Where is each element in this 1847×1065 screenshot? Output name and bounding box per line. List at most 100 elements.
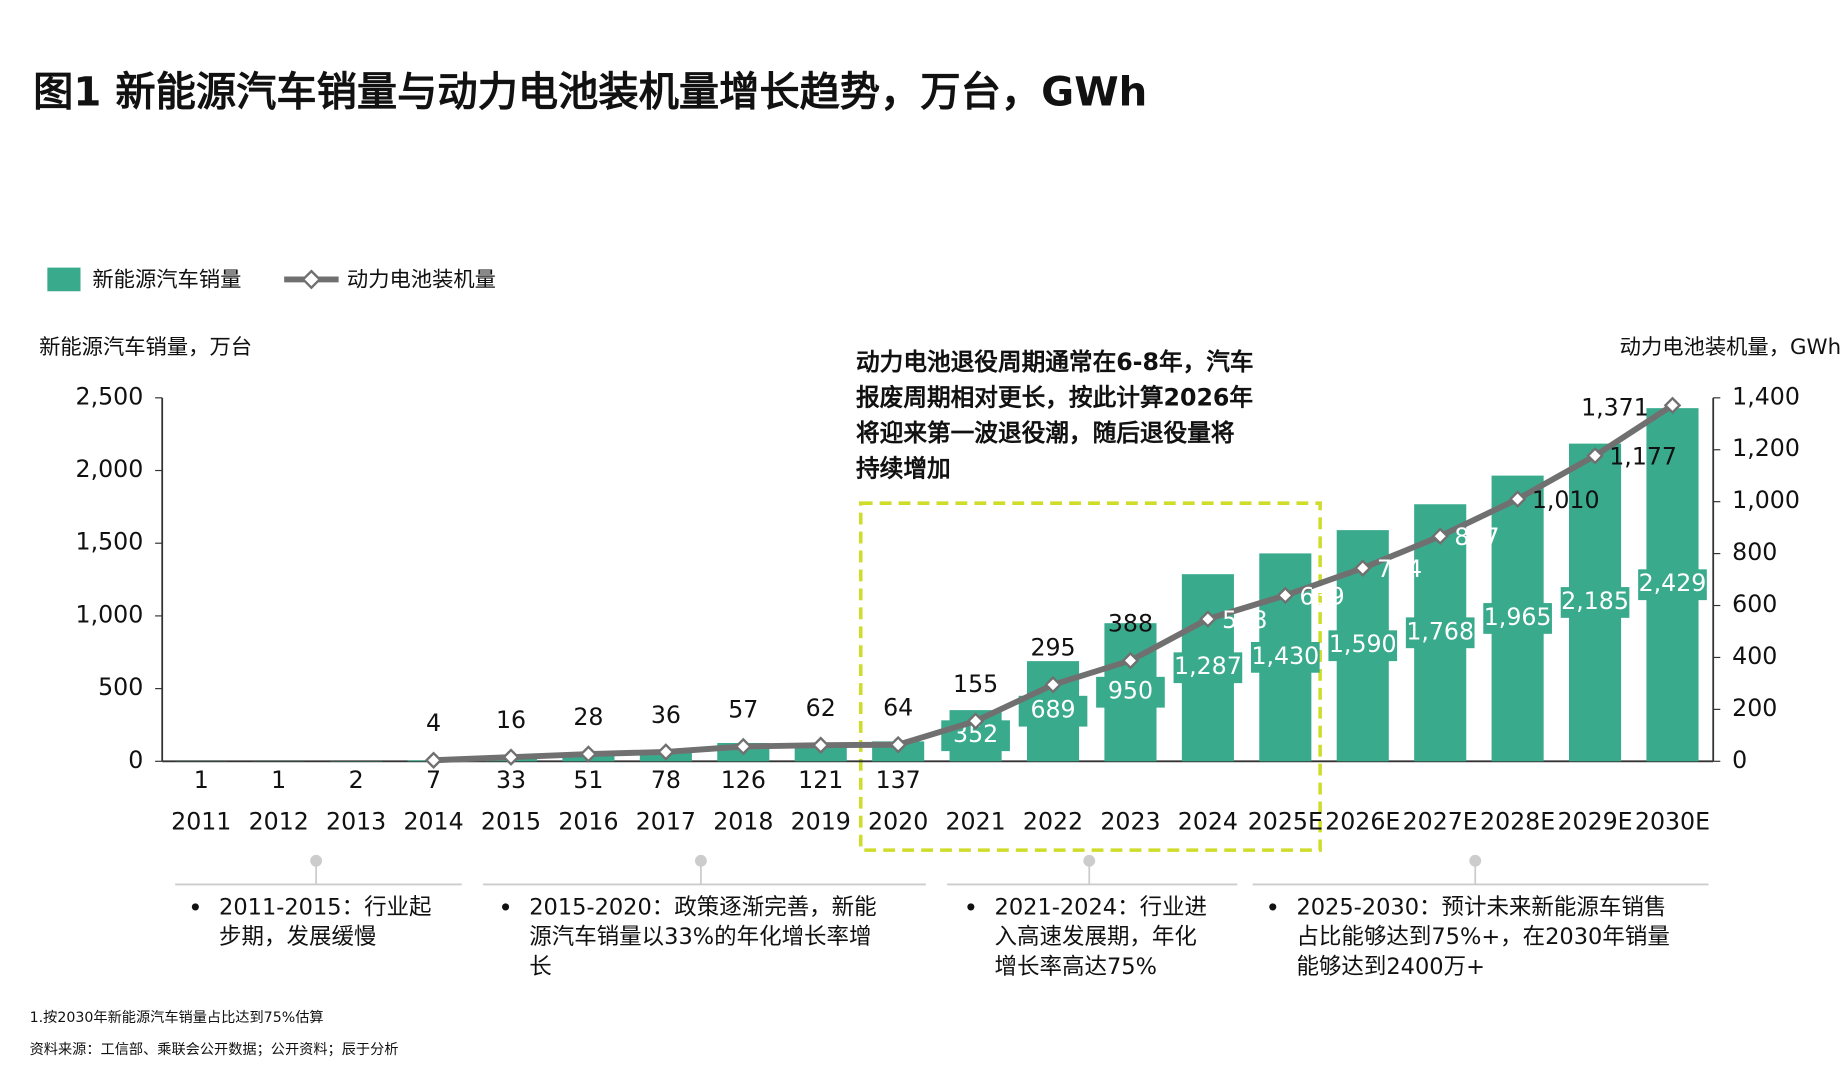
phase-text: 占比能够达到75%+，在2030年销量 <box>1296 924 1669 950</box>
y2-axis-title: 动力电池装机量，GWh <box>1620 335 1841 360</box>
timeline-dot <box>310 854 323 867</box>
y-tick-label: 1,000 <box>76 600 144 628</box>
phase-text: 2021-2024：行业进 <box>995 895 1208 921</box>
x-tick-label: 2023 <box>1100 807 1160 835</box>
line-marker <box>1508 490 1527 508</box>
bullet <box>502 903 510 911</box>
bullet <box>191 903 199 911</box>
line-marker <box>1044 675 1062 694</box>
bar-label: 950 <box>1108 677 1153 705</box>
x-tick-label: 2020 <box>868 807 928 835</box>
line-label: 36 <box>651 701 681 729</box>
line-marker <box>579 745 598 763</box>
bar-label-bg <box>1328 630 1398 662</box>
y2-tick-label: 1,200 <box>1732 434 1800 462</box>
legend-marker <box>301 269 322 290</box>
phase-text: 步期，发展缓慢 <box>219 924 376 950</box>
bar-label: 2,185 <box>1561 587 1629 615</box>
annotation: 报废周期相对更长，按此计算2026年 <box>856 384 1253 412</box>
bar-label: 1 <box>271 766 286 794</box>
legend-label: 动力电池装机量 <box>347 268 496 293</box>
phase-text: 2025-2030：预计未来新能源车销售 <box>1296 895 1666 921</box>
timeline-dot <box>694 854 707 867</box>
line-label: 1,371 <box>1581 393 1649 421</box>
line-marker <box>1276 586 1295 605</box>
y-tick-label: 2,000 <box>76 455 144 483</box>
x-tick-label: 2022 <box>1023 807 1083 835</box>
line-marker <box>966 712 985 730</box>
line-marker <box>1353 559 1372 577</box>
line-marker <box>811 736 830 754</box>
phase-text: 源汽车销量以33%的年化增长率增 <box>529 924 871 950</box>
line-label: 4 <box>426 709 441 737</box>
y2-tick-label: 200 <box>1732 694 1777 722</box>
x-tick-label: 2018 <box>713 807 773 835</box>
line-label: 57 <box>728 695 758 723</box>
bar-label: 126 <box>721 766 766 794</box>
phase-text: 能够达到2400万+ <box>1296 954 1484 980</box>
bar-label: 2 <box>349 766 364 794</box>
line-marker <box>1663 396 1682 415</box>
annotation: 持续增加 <box>856 455 951 483</box>
line-label: 295 <box>1030 634 1075 662</box>
timeline-dot <box>1469 854 1482 867</box>
x-tick-label: 2028E <box>1480 807 1555 835</box>
line-label: 64 <box>883 694 913 722</box>
bar-label-bg <box>1638 569 1707 601</box>
y-tick-label: 0 <box>128 746 143 774</box>
bar-label: 7 <box>426 766 441 794</box>
line-label: 744 <box>1377 555 1422 583</box>
bar-label: 33 <box>496 766 526 794</box>
line-label: 1,177 <box>1609 443 1677 471</box>
bar-label: 2,429 <box>1639 569 1707 597</box>
x-tick-label: 2011 <box>171 807 231 835</box>
x-tick-label: 2025E <box>1248 807 1323 835</box>
line-label: 639 <box>1300 582 1345 610</box>
bar-label: 1,430 <box>1251 642 1319 670</box>
y-tick-label: 500 <box>98 673 143 701</box>
line-marker <box>657 743 675 761</box>
bar-label: 78 <box>651 766 681 794</box>
legend-swatch <box>47 267 81 292</box>
x-tick-label: 2012 <box>249 807 309 835</box>
line-marker <box>1121 651 1140 670</box>
line-label: 155 <box>953 670 998 698</box>
line-label: 1,010 <box>1532 486 1600 514</box>
phase-text: 2015-2020：政策逐渐完善，新能 <box>529 895 876 921</box>
y2-tick-label: 0 <box>1732 746 1747 774</box>
bar-label: 1,590 <box>1329 630 1397 658</box>
bar-label-bg <box>1096 676 1165 708</box>
bar-label: 121 <box>798 766 843 794</box>
line-marker <box>1431 527 1449 545</box>
y2-tick-label: 600 <box>1732 590 1777 618</box>
bar-label-bg <box>1018 695 1088 727</box>
y2-tick-label: 1,400 <box>1732 382 1800 410</box>
bar-label-bg <box>1173 652 1243 684</box>
x-tick-label: 2026E <box>1325 807 1400 835</box>
highlight-box <box>858 501 1322 852</box>
y2-tick-label: 400 <box>1732 642 1777 670</box>
bar-label: 51 <box>573 766 603 794</box>
bar-label: 137 <box>876 766 921 794</box>
bar-label-bg <box>1560 587 1630 618</box>
bar-label: 1 <box>194 766 209 794</box>
bullet <box>967 903 975 911</box>
annotation: 动力电池退役周期通常在6-8年，汽车 <box>856 348 1254 376</box>
footnote: 1.按2030年新能源汽车销量占比达到75%估算 <box>30 1009 324 1026</box>
bar-label: 689 <box>1030 696 1075 724</box>
legend-label: 新能源汽车销量 <box>92 268 241 293</box>
x-tick-label: 2016 <box>558 807 618 835</box>
bullet <box>1269 903 1277 911</box>
x-tick-label: 2021 <box>945 807 1005 835</box>
timeline <box>175 854 1709 886</box>
y2-tick-label: 1,000 <box>1732 486 1800 514</box>
x-tick-label: 2015 <box>481 807 541 835</box>
line-marker <box>1199 610 1217 628</box>
source: 资料来源：工信部、乘联会公开数据；公开资料；辰于分析 <box>30 1042 399 1058</box>
x-tick-label: 2030E <box>1635 807 1710 835</box>
line-label: 28 <box>573 703 603 731</box>
line-label: 16 <box>496 706 526 734</box>
x-tick-label: 2024 <box>1178 807 1238 835</box>
bar-label: 1,287 <box>1174 652 1242 680</box>
